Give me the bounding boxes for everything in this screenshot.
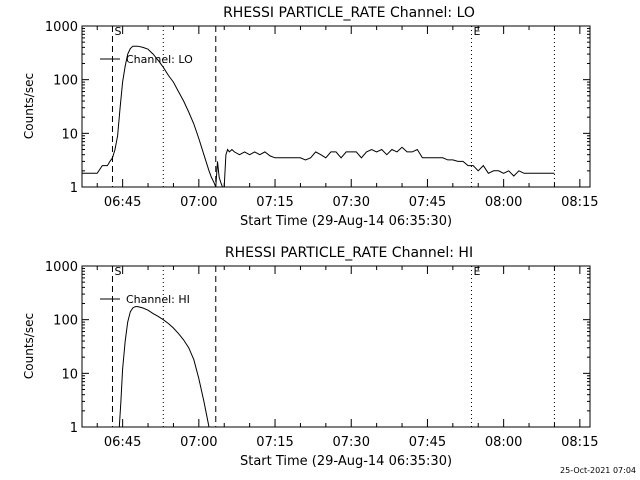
y-ticks: 1 10 100 1000 — [45, 20, 590, 196]
chart-lo-channel: RHESSI PARTICLE_RATE Channel: LO Counts/… — [22, 5, 599, 229]
legend-entry: Channel: HI — [126, 293, 190, 306]
x-tick-label: 07:45 — [409, 435, 446, 450]
x-tick-label: 08:15 — [561, 195, 598, 210]
y-tick-label: 10 — [61, 127, 78, 142]
y-tick-label: 100 — [53, 74, 78, 89]
y-tick-label: 1000 — [45, 20, 78, 35]
y-axis-label: Counts/sec — [22, 73, 36, 139]
y-tick-label: 1000 — [45, 260, 78, 275]
x-tick-label: 06:45 — [104, 435, 141, 450]
x-axis-label: Start Time (29-Aug-14 06:35:30) — [240, 214, 452, 229]
x-tick-label: 07:30 — [333, 435, 370, 450]
y-tick-label: 1 — [70, 421, 78, 436]
marker-label: E — [473, 25, 480, 38]
x-tick-label: 07:00 — [180, 435, 217, 450]
chart-hi-channel: RHESSI PARTICLE_RATE Channel: HI Counts/… — [22, 245, 599, 469]
x-tick-label: 06:45 — [104, 195, 141, 210]
legend-entry: Channel: LO — [126, 53, 193, 66]
marker-label: E — [473, 265, 480, 278]
x-tick-label: 08:00 — [485, 195, 522, 210]
y-ticks: 1 10 100 1000 — [45, 260, 590, 436]
x-ticks: 06:45 07:00 07:15 07:30 07:45 08:00 08:15 — [96, 26, 599, 210]
x-tick-label: 07:45 — [409, 195, 446, 210]
x-tick-label: 07:15 — [256, 195, 293, 210]
series-line — [82, 45, 555, 188]
x-tick-label: 08:15 — [561, 435, 598, 450]
series-line — [118, 306, 210, 428]
legend: Channel: LO — [100, 53, 193, 66]
x-ticks: 06:45 07:00 07:15 07:30 07:45 08:00 08:15 — [96, 266, 599, 450]
marker-label: S — [114, 265, 121, 278]
y-tick-label: 100 — [53, 314, 78, 329]
plot-frame — [81, 25, 591, 188]
legend: Channel: HI — [100, 293, 190, 306]
x-tick-label: 07:00 — [180, 195, 217, 210]
x-axis-label: Start Time (29-Aug-14 06:35:30) — [240, 454, 452, 469]
x-tick-label: 07:30 — [333, 195, 370, 210]
plot-frame — [81, 265, 591, 428]
y-tick-label: 10 — [61, 367, 78, 382]
chart-title: RHESSI PARTICLE_RATE Channel: HI — [225, 245, 473, 261]
marker-label: S — [114, 25, 121, 38]
y-axis-label: Counts/sec — [22, 313, 36, 379]
chart-title: RHESSI PARTICLE_RATE Channel: LO — [223, 5, 475, 21]
x-tick-label: 08:00 — [485, 435, 522, 450]
y-tick-label: 1 — [70, 181, 78, 196]
footer-timestamp: 25-Oct-2021 07:04 — [560, 466, 636, 475]
x-tick-label: 07:15 — [256, 435, 293, 450]
